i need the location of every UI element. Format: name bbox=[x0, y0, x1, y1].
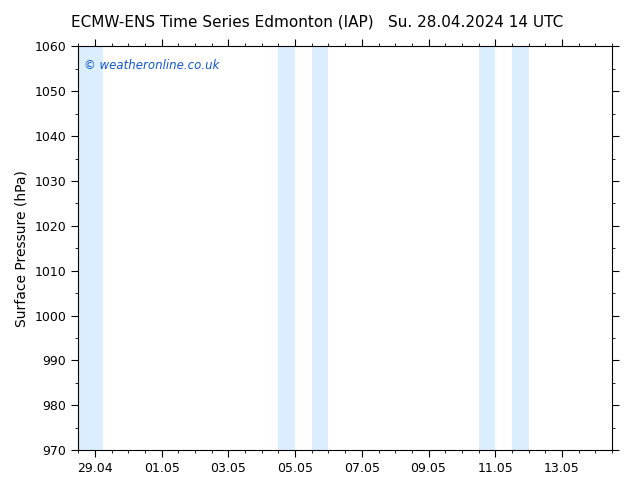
Text: Su. 28.04.2024 14 UTC: Su. 28.04.2024 14 UTC bbox=[388, 15, 563, 30]
Bar bbox=[78, 47, 103, 450]
Bar bbox=[512, 47, 529, 450]
Y-axis label: Surface Pressure (hPa): Surface Pressure (hPa) bbox=[15, 170, 29, 327]
Text: ECMW-ENS Time Series Edmonton (IAP): ECMW-ENS Time Series Edmonton (IAP) bbox=[70, 15, 373, 30]
Text: © weatheronline.co.uk: © weatheronline.co.uk bbox=[84, 59, 219, 72]
Bar bbox=[312, 47, 328, 450]
Bar bbox=[278, 47, 295, 450]
Bar bbox=[479, 47, 495, 450]
